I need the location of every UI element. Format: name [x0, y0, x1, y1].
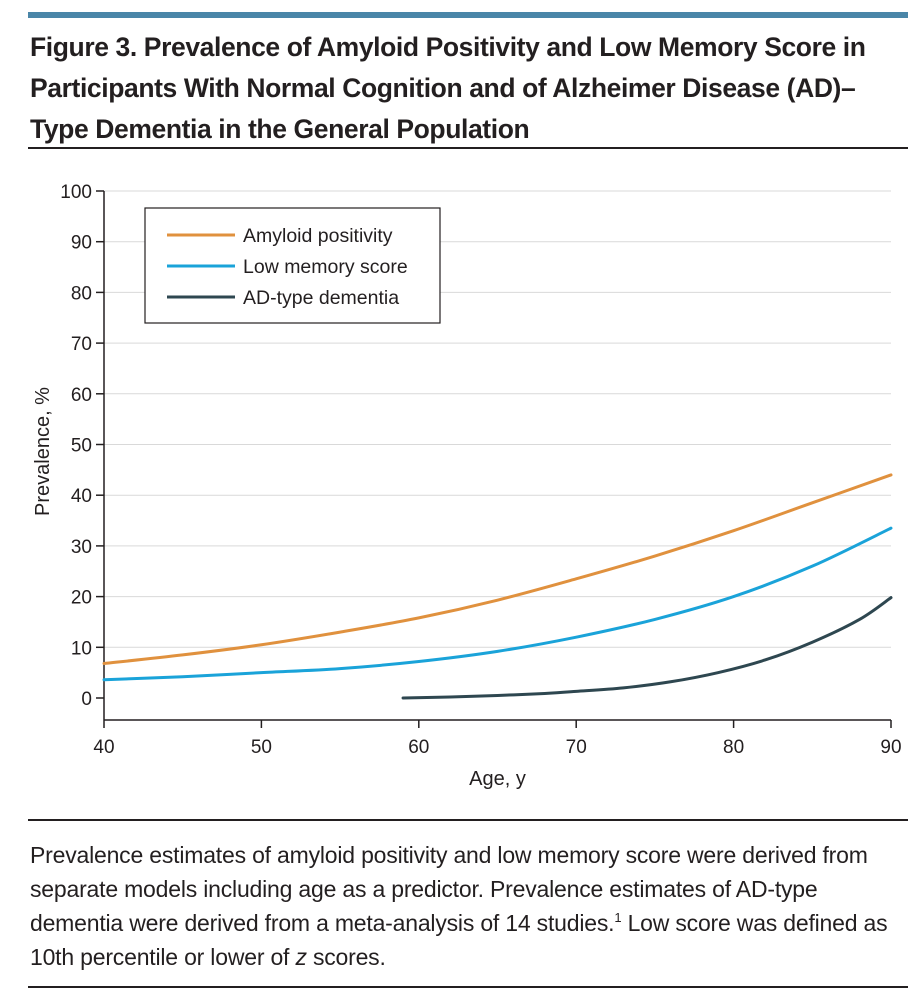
caption-text-1: Prevalence estimates of amyloid positivi…: [30, 842, 868, 936]
gridlines: [104, 190, 891, 648]
legend: Amyloid positivity Low memory score AD-typ…: [144, 207, 441, 324]
series-line-amyloid-positivity: [102, 473, 893, 666]
y-tick-label-0: 0: [81, 689, 92, 710]
y-tick-label-100: 100: [60, 182, 92, 203]
y-tick-label-20: 20: [71, 588, 92, 609]
legend-label-0: Amyloid positivity: [243, 225, 393, 247]
series-line-low-memory-score: [102, 526, 893, 682]
caption-reference: 1: [614, 910, 622, 925]
title-divider: [28, 147, 908, 149]
legend-label-2: AD-type dementia: [243, 287, 399, 309]
y-axis-title: Prevalence, %: [32, 387, 54, 516]
series-line-ad-type-dementia: [401, 596, 893, 700]
x-axis-title: Age, y: [469, 768, 526, 790]
y-tick-label-80: 80: [71, 283, 92, 304]
y-tick-label-90: 90: [71, 233, 92, 254]
x-tick-label-80: 80: [723, 737, 744, 758]
y-tick-label-60: 60: [71, 385, 92, 406]
caption-italic: z: [295, 944, 307, 970]
figure-caption: Prevalence estimates of amyloid positivi…: [30, 838, 910, 974]
x-tick-label-60: 60: [408, 737, 429, 758]
x-tick-label-70: 70: [566, 737, 587, 758]
y-tick-label-40: 40: [71, 486, 92, 507]
caption-text-3: scores.: [306, 944, 386, 970]
y-tick-label-70: 70: [71, 334, 92, 355]
chart-divider: [28, 819, 908, 821]
bottom-divider: [28, 986, 908, 988]
x-tick-label-50: 50: [251, 737, 272, 758]
header-accent-rule: [28, 12, 908, 18]
y-tick-label-30: 30: [71, 537, 92, 558]
x-tick-label-90: 90: [880, 737, 901, 758]
x-tick-label-40: 40: [93, 737, 114, 758]
axes: 0 10 20 30 40 50 60 70 80 90 100 40 50 60 70 80 90 Age, y…: [32, 182, 902, 790]
line-chart: 0 10 20 30 40 50 60 70 80 90 100 40 50 60 70 80 90 Age, y…: [32, 182, 902, 790]
figure-title: Figure 3. Prevalence of Amyloid Positivi…: [30, 32, 866, 144]
y-tick-label-10: 10: [71, 638, 92, 659]
series-lines: [102, 473, 893, 700]
caption-text-2: Low score was defined as 10th percentile…: [30, 910, 888, 970]
legend-label-1: Low memory score: [243, 256, 408, 278]
y-tick-label-50: 50: [71, 436, 92, 457]
